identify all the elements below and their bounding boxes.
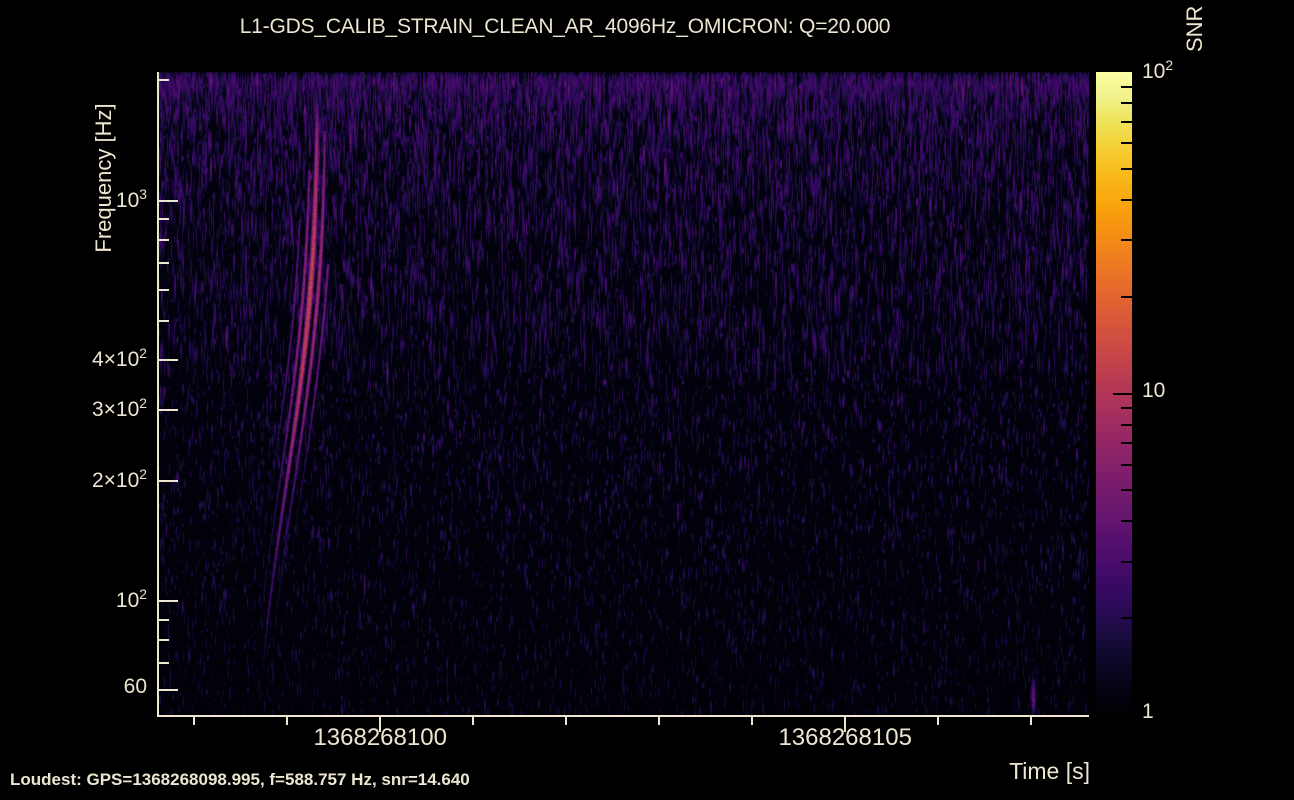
colorbar-tick [1121, 407, 1132, 410]
y-axis-tick [157, 238, 169, 241]
colorbar[interactable] [1096, 72, 1132, 715]
x-axis-title: Time [s] [1009, 758, 1090, 784]
y-axis-tick-label: 4×102 [91, 345, 147, 372]
y-axis-tick [157, 662, 169, 665]
colorbar-tick [1121, 295, 1132, 298]
y-axis-tick [157, 320, 169, 323]
colorbar-tick [1121, 85, 1132, 88]
colorbar-tick [1121, 617, 1132, 620]
y-axis-tick-label: 103 [115, 185, 147, 212]
x-axis-tick [937, 715, 940, 725]
x-axis-tick [286, 715, 289, 725]
colorbar-tick [1121, 560, 1132, 563]
colorbar-tick [1121, 102, 1132, 105]
loudest-event-info: Loudest: GPS=1368268098.995, f=588.757 H… [10, 770, 470, 789]
colorbar-tick [1121, 489, 1132, 492]
y-axis-tick-label: 102 [115, 586, 147, 613]
colorbar-tick [1121, 239, 1132, 242]
x-axis-tick [379, 715, 382, 732]
colorbar-tick [1121, 442, 1132, 445]
y-axis-tick [157, 639, 169, 642]
y-axis-tick [157, 359, 178, 362]
colorbar-tick [1121, 463, 1132, 466]
colorbar-tick [1121, 520, 1132, 523]
y-axis-tick [157, 600, 178, 603]
colorbar-tick [1121, 120, 1132, 123]
colorbar-tick [1121, 167, 1132, 170]
x-axis-tick [844, 715, 847, 732]
colorbar-tick [1121, 423, 1132, 426]
colorbar-tick-label: 10 [1142, 378, 1166, 402]
page-title: L1-GDS_CALIB_STRAIN_CLEAN_AR_4096Hz_OMIC… [239, 15, 891, 38]
y-axis-tick-label: 3×102 [91, 395, 147, 422]
x-axis-tick [472, 715, 475, 725]
x-axis-tick-label: 1368268100 [313, 724, 447, 751]
colorbar-tick [1121, 142, 1132, 145]
y-axis-tick [157, 618, 169, 621]
spectrogram-image [159, 72, 1089, 715]
y-axis-tick [157, 199, 178, 202]
x-axis-tick-label: 1368268105 [778, 724, 912, 751]
y-axis-tick [157, 409, 178, 412]
y-axis-tick [157, 689, 178, 692]
x-axis-tick [751, 715, 754, 725]
spectrogram-plot-area[interactable] [157, 72, 1089, 717]
y-axis-tick [157, 218, 169, 221]
colorbar-tick-label: 102 [1142, 57, 1174, 83]
y-axis-tick [157, 479, 178, 482]
x-axis-tick [658, 715, 661, 725]
y-axis-tick-label: 60 [123, 675, 147, 699]
x-axis-tick [193, 715, 196, 725]
y-axis-tick [157, 262, 169, 264]
colorbar-tick [1121, 198, 1132, 201]
y-axis-tick [157, 288, 169, 291]
y-axis-title: Frequency [Hz] [91, 103, 116, 253]
x-axis-tick [565, 715, 568, 725]
y-axis-tick-label: 2×102 [91, 465, 147, 492]
y-axis-tick [157, 79, 169, 82]
x-axis-tick [1030, 715, 1033, 725]
colorbar-tick [1113, 392, 1132, 395]
colorbar-tick-label: 1 [1142, 700, 1154, 723]
colorbar-title: SNR [1182, 5, 1207, 52]
